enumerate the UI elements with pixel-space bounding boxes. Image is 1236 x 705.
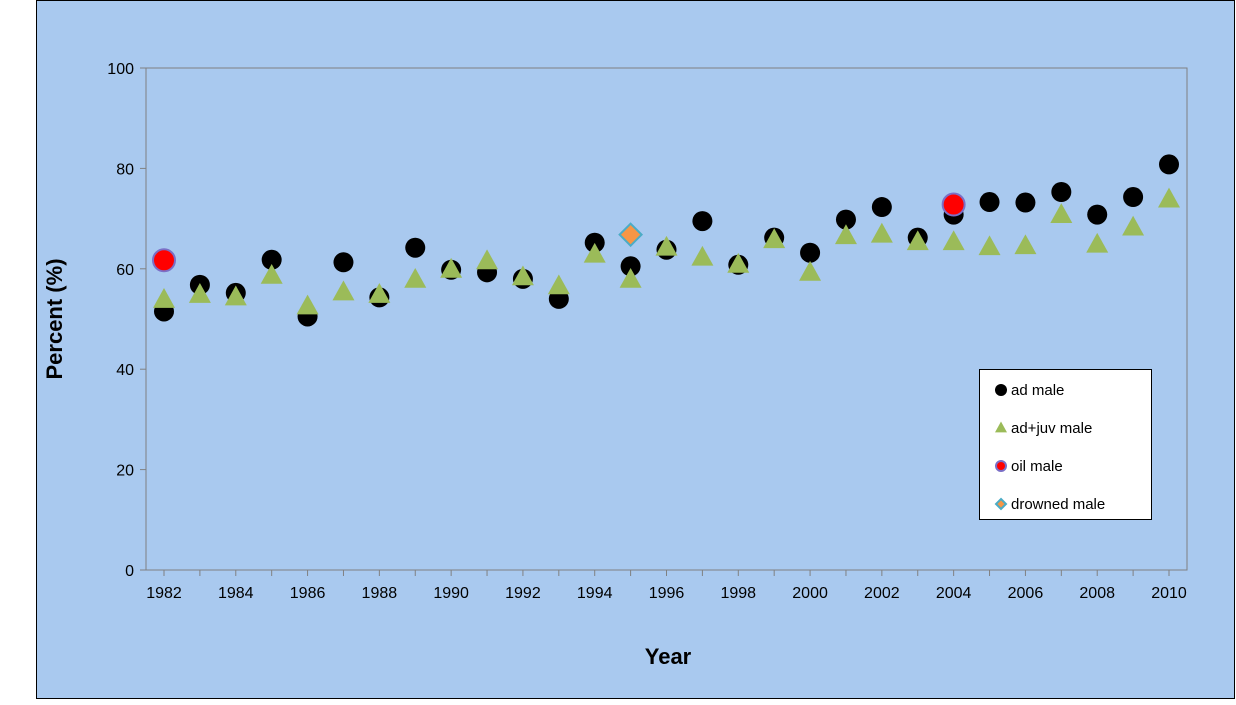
- x-axis-title: Year: [645, 644, 692, 669]
- x-tick-label: 2002: [864, 585, 900, 602]
- point-ad-juv-male: [260, 263, 283, 284]
- point-ad-juv-male: [153, 288, 175, 308]
- point-ad-juv-male: [619, 267, 642, 288]
- data-marks: [152, 154, 1180, 327]
- legend-marker-ad-male: [995, 384, 1007, 396]
- point-ad-juv-male: [476, 249, 499, 270]
- legend-label-ad-juv-male: ad+juv male: [1011, 420, 1092, 437]
- point-ad-juv-male: [368, 283, 391, 303]
- point-ad-juv-male: [440, 257, 463, 278]
- x-tick-label: 1990: [433, 585, 469, 602]
- point-ad-juv-male: [296, 294, 319, 315]
- point-ad-juv-male: [1158, 187, 1180, 208]
- point-ad-juv-male: [547, 274, 570, 295]
- point-oil-male: [941, 192, 966, 217]
- legend-label-oil-male: oil male: [1011, 458, 1063, 475]
- point-ad-juv-male: [870, 222, 893, 243]
- x-tick-label: 1996: [649, 585, 685, 602]
- point-ad-male: [871, 197, 892, 218]
- point-ad-juv-male: [1122, 215, 1145, 236]
- point-oil-male: [152, 248, 176, 273]
- point-ad-juv-male: [799, 260, 822, 281]
- point-ad-juv-male: [404, 267, 427, 288]
- point-ad-juv-male: [224, 285, 247, 306]
- point-ad-juv-male: [188, 283, 211, 303]
- x-tick-label: 2000: [792, 585, 828, 602]
- chart-background: [36, 0, 1235, 699]
- x-tick-label: 1992: [505, 585, 541, 602]
- point-ad-male: [979, 192, 1000, 213]
- legend-marker-drowned-male: [994, 497, 1008, 511]
- point-ad-male: [261, 249, 282, 270]
- point-ad-juv-male: [834, 224, 857, 245]
- point-ad-juv-male: [727, 252, 750, 273]
- y-axis-title: Percent (%): [42, 258, 67, 379]
- legend-label-drowned-male: drowned male: [1011, 496, 1105, 513]
- point-ad-male: [835, 209, 856, 230]
- x-tick-label: 2004: [936, 585, 972, 602]
- point-ad-male: [1015, 192, 1036, 213]
- point-ad-juv-male: [942, 230, 965, 251]
- legend-marker-oil-male: [995, 460, 1007, 472]
- point-ad-juv-male: [763, 228, 786, 249]
- point-ad-male: [1051, 181, 1072, 202]
- x-tick-label: 1982: [146, 585, 182, 602]
- point-ad-juv-male: [583, 242, 606, 263]
- y-tick-label: 0: [125, 563, 134, 580]
- x-tick-label: 2006: [1008, 585, 1044, 602]
- point-ad-juv-male: [978, 235, 1001, 256]
- point-ad-male: [1087, 204, 1108, 225]
- point-ad-juv-male: [332, 280, 355, 301]
- point-ad-male: [692, 211, 713, 232]
- point-ad-juv-male: [655, 235, 678, 256]
- x-tick-label: 1988: [362, 585, 398, 602]
- legend-box: [979, 369, 1152, 520]
- point-ad-male: [405, 237, 426, 258]
- point-ad-juv-male: [1050, 203, 1073, 224]
- legend-entries: ad male ad+juv male oil male drowned male: [994, 382, 1105, 513]
- y-tick-label: 100: [107, 61, 134, 78]
- point-ad-juv-male: [1086, 232, 1109, 253]
- legend: ad male ad+juv male oil male drowned male: [979, 369, 1152, 520]
- point-ad-male: [620, 256, 641, 277]
- y-tick-label: 60: [116, 262, 134, 279]
- x-tick-label: 2008: [1079, 585, 1115, 602]
- legend-label-ad-male: ad male: [1011, 382, 1064, 399]
- x-tick-label: 1984: [218, 585, 254, 602]
- y-tick-label: 20: [116, 463, 134, 480]
- point-ad-male: [800, 242, 821, 263]
- point-ad-juv-male: [691, 245, 714, 266]
- point-ad-male: [1159, 154, 1179, 175]
- x-tick-label: 1998: [720, 585, 756, 602]
- x-tick-label: 2010: [1151, 585, 1187, 602]
- point-ad-juv-male: [1014, 234, 1037, 255]
- point-ad-juv-male: [511, 265, 534, 286]
- x-tick-label: 1994: [577, 585, 613, 602]
- y-tick-label: 80: [116, 161, 134, 178]
- y-tick-label: 40: [116, 362, 134, 379]
- legend-marker-ad-juv-male: [995, 421, 1007, 433]
- x-tick-label: 1986: [290, 585, 326, 602]
- point-ad-male: [1123, 187, 1144, 208]
- point-ad-juv-male: [906, 230, 929, 251]
- point-ad-male: [333, 252, 354, 273]
- axes: 0 20 40 60 80 100 1982 1984 1986 1988 1990 1992 1994…: [107, 61, 1188, 602]
- point-drowned-male: [618, 222, 644, 248]
- point-ad-male: [584, 232, 605, 253]
